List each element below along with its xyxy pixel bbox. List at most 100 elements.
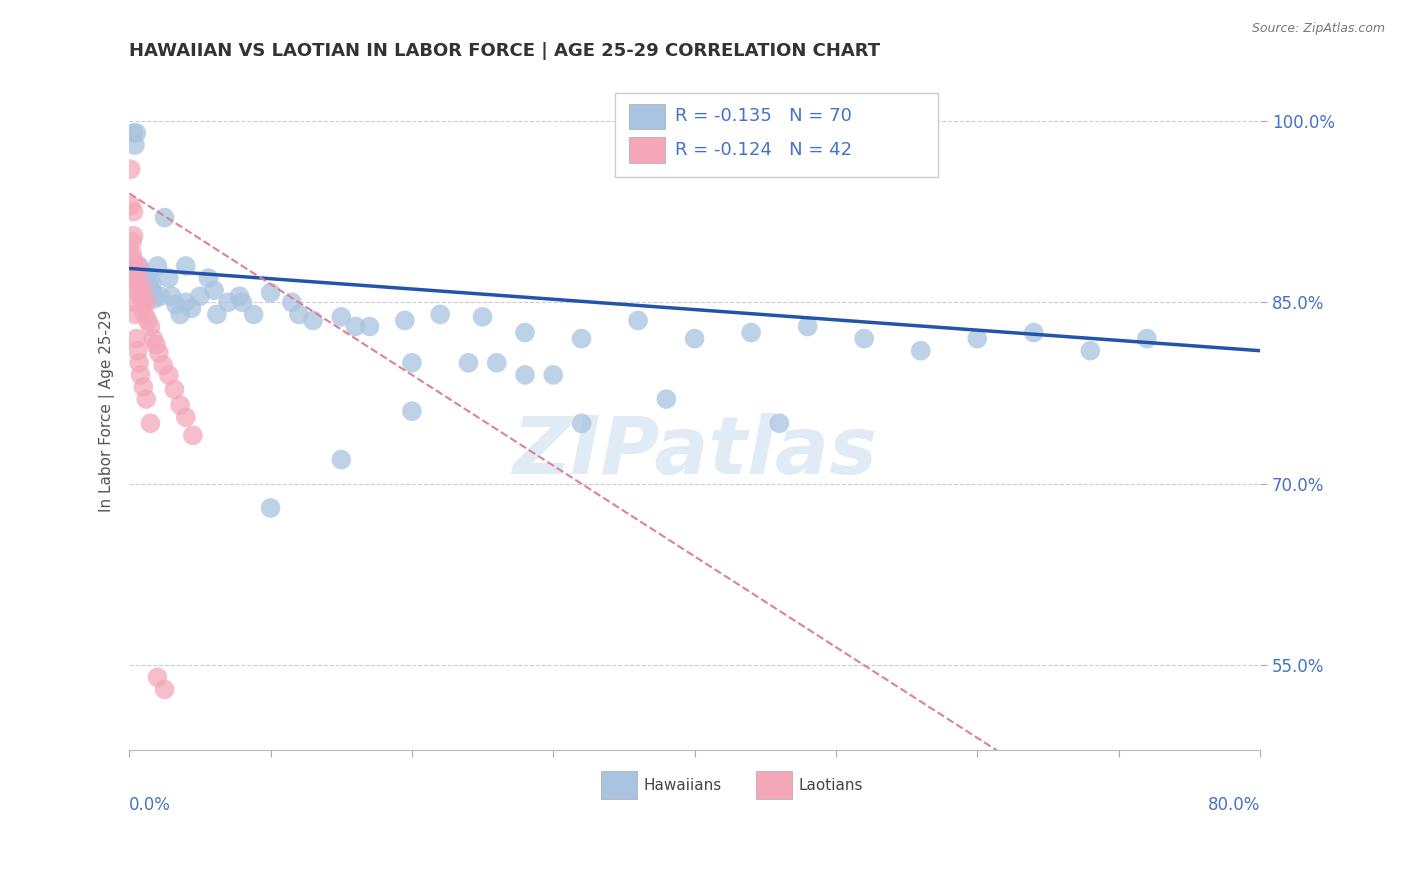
Point [1136,332,1159,346]
Point [330,310,353,324]
Y-axis label: In Labor Force | Age 25-29: In Labor Force | Age 25-29 [100,310,115,512]
Point [142,285,165,300]
Point [138,289,160,303]
Point [683,332,706,346]
Point [174,410,197,425]
Point [228,289,250,303]
Point [143,292,166,306]
Point [135,271,157,285]
Point [149,289,172,303]
Point [160,289,183,303]
Point [125,332,148,346]
Point [148,346,170,360]
Point [259,285,281,300]
Point [157,271,180,285]
Point [401,404,423,418]
Point [132,380,155,394]
Point [188,289,211,303]
Point [124,307,146,321]
Point [174,295,197,310]
Text: HAWAIIAN VS LAOTIAN IN LABOR FORCE | AGE 25-29 CORRELATION CHART: HAWAIIAN VS LAOTIAN IN LABOR FORCE | AGE… [129,42,880,60]
Point [135,295,157,310]
Text: Hawaiians: Hawaiians [644,778,721,793]
Point [174,259,197,273]
Point [153,682,176,697]
Point [157,368,180,382]
Point [966,332,988,346]
Text: 0.0%: 0.0% [129,796,172,814]
Point [768,417,790,431]
Point [139,417,162,431]
Point [136,313,159,327]
Point [457,356,479,370]
Point [125,265,148,279]
Point [571,332,593,346]
Point [135,392,157,406]
Point [127,271,149,285]
Point [153,211,176,225]
Point [180,301,202,316]
Point [132,271,155,285]
Point [128,356,150,370]
Point [125,126,148,140]
Point [359,319,381,334]
Point [217,295,239,310]
Point [125,277,148,292]
Point [513,368,536,382]
Point [128,259,150,273]
Point [146,670,169,684]
Point [120,198,142,212]
Point [655,392,678,406]
Point [330,452,353,467]
Point [129,289,152,303]
Point [163,383,186,397]
Point [401,356,423,370]
Point [134,307,156,321]
Point [121,235,143,249]
Point [205,307,228,321]
Point [127,285,149,300]
Point [471,310,494,324]
Point [571,417,593,431]
Point [121,247,143,261]
Point [127,259,149,273]
Point [122,228,145,243]
Point [122,295,145,310]
FancyBboxPatch shape [600,771,637,799]
Point [181,428,204,442]
FancyBboxPatch shape [628,103,665,129]
Point [127,343,149,358]
Point [288,307,311,321]
Point [142,332,165,346]
Point [740,326,762,340]
Point [197,271,219,285]
Point [124,271,146,285]
Point [145,337,167,351]
Point [122,252,145,267]
Point [394,313,416,327]
Point [139,271,162,285]
FancyBboxPatch shape [616,93,938,178]
Point [132,283,155,297]
Point [169,398,191,412]
Point [259,500,281,515]
Point [513,326,536,340]
Point [165,298,187,312]
Text: 80.0%: 80.0% [1208,796,1260,814]
Point [125,271,148,285]
Point [169,307,191,321]
Point [131,301,153,316]
FancyBboxPatch shape [755,771,792,799]
Point [129,271,152,285]
Point [136,277,159,292]
Point [302,313,325,327]
Text: R = -0.135   N = 70: R = -0.135 N = 70 [675,107,852,126]
Point [543,368,565,382]
Point [120,162,142,177]
Point [132,283,155,297]
Point [202,283,225,297]
Point [134,289,156,303]
Text: Source: ZipAtlas.com: Source: ZipAtlas.com [1251,22,1385,36]
Point [129,368,152,382]
Point [1078,343,1101,358]
